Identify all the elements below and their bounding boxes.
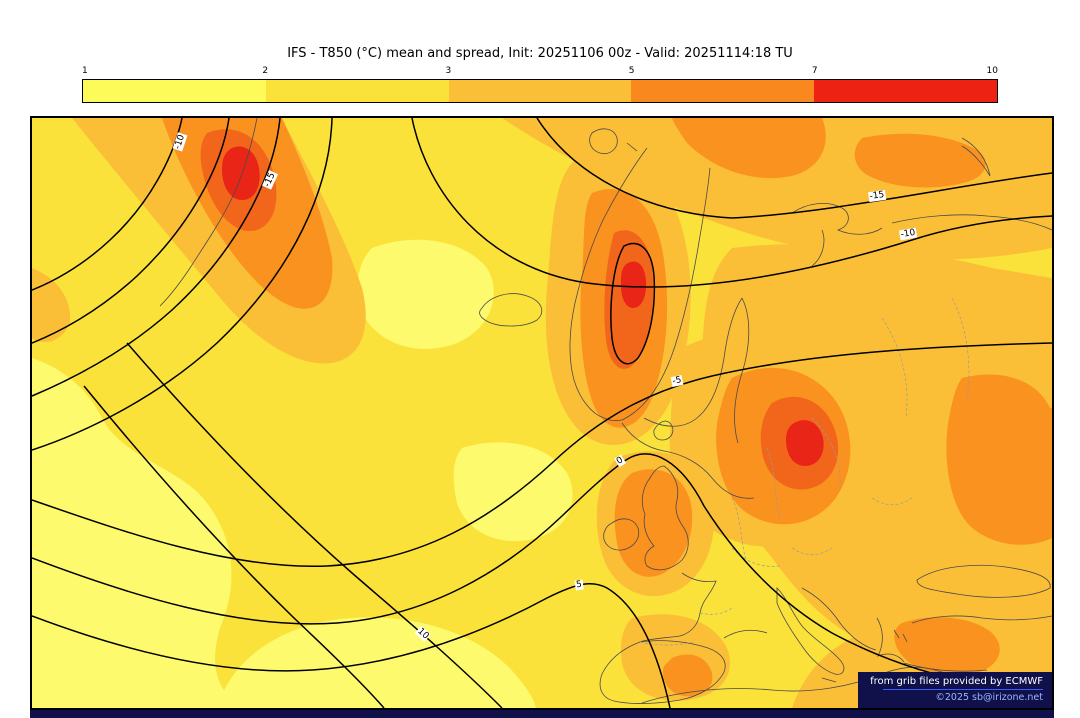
colorbar-tick-label: 2 <box>262 66 269 76</box>
bottom-strip <box>30 710 1054 718</box>
colorbar-segment <box>448 80 632 102</box>
map-frame: -10 -15 -15 -10 -5 0 5 10 from grib files provi… <box>30 116 1054 710</box>
colorbar-tick-label: 7 <box>811 66 818 76</box>
coastlines <box>159 118 1052 704</box>
colorbar <box>82 79 998 103</box>
colorbar-area: 1 2 3 5 7 10 <box>82 66 998 103</box>
weather-map <box>32 118 1052 708</box>
shading-layer <box>32 118 1052 708</box>
colorbar-segment <box>631 80 815 102</box>
colorbar-segment <box>83 80 266 102</box>
credit-source-link[interactable]: from grib files provided by ECMWF <box>870 676 1043 687</box>
credit-underline <box>883 689 1043 690</box>
chart-title: IFS - T850 (°C) mean and spread, Init: 2… <box>287 46 793 61</box>
colorbar-tick-label: 1 <box>82 66 88 76</box>
credits-box: from grib files provided by ECMWF ©2025 … <box>858 672 1052 708</box>
colorbar-segment <box>265 80 449 102</box>
colorbar-tick-label: 3 <box>445 66 452 76</box>
colorbar-segment <box>814 80 997 102</box>
colorbar-tick-label: 10 <box>986 66 998 76</box>
credit-copyright-link[interactable]: ©2025 sb@irizone.net <box>935 692 1043 703</box>
contour-lines <box>32 118 1052 708</box>
colorbar-ticks: 1 2 3 5 7 10 <box>82 66 998 79</box>
colorbar-tick-label: 5 <box>628 66 635 76</box>
